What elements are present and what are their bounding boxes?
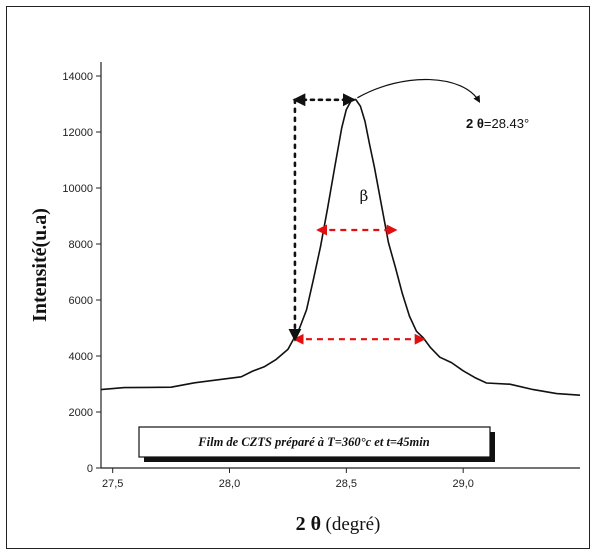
y-axis-label: Intensité(u.a): [29, 208, 51, 322]
y-tick-label: 2000: [69, 407, 93, 419]
peak-callout-arrow: [357, 78, 481, 104]
x-tick-label: 28,5: [336, 478, 357, 490]
caption-box-border: [138, 426, 491, 458]
y-tick-label: 8000: [69, 239, 93, 251]
y-tick-label: 6000: [69, 295, 93, 307]
x-tick-label: 28,0: [219, 478, 240, 490]
axes: [100, 62, 580, 469]
x-tick-label: 29,0: [452, 478, 473, 490]
peak-position-label: 2 θ=28.43°: [466, 116, 529, 131]
peak-label-value: =28.43°: [484, 116, 529, 131]
x-axis-label-main: 2 θ: [296, 513, 321, 535]
y-tick-label: 12000: [62, 127, 93, 139]
x-axis-label-unit: (degré): [326, 514, 381, 535]
xrd-peak-line: [100, 98, 581, 396]
beta-label: β: [360, 187, 369, 205]
y-tick-label: 10000: [62, 183, 93, 195]
caption-box: Film de CZTS préparé à T=360°c et t=45mi…: [138, 426, 495, 462]
peak-label-bold: 2 θ: [466, 116, 484, 131]
y-tick-label: 0: [87, 463, 93, 475]
y-tick-label: 4000: [69, 351, 93, 363]
caption-text: Film de CZTS préparé à T=360°c et t=45mi…: [197, 435, 429, 449]
y-tick-label: 14000: [62, 71, 93, 83]
x-tick-label: 27,5: [102, 478, 123, 490]
x-axis-label: 2 θ (degré): [296, 513, 381, 535]
